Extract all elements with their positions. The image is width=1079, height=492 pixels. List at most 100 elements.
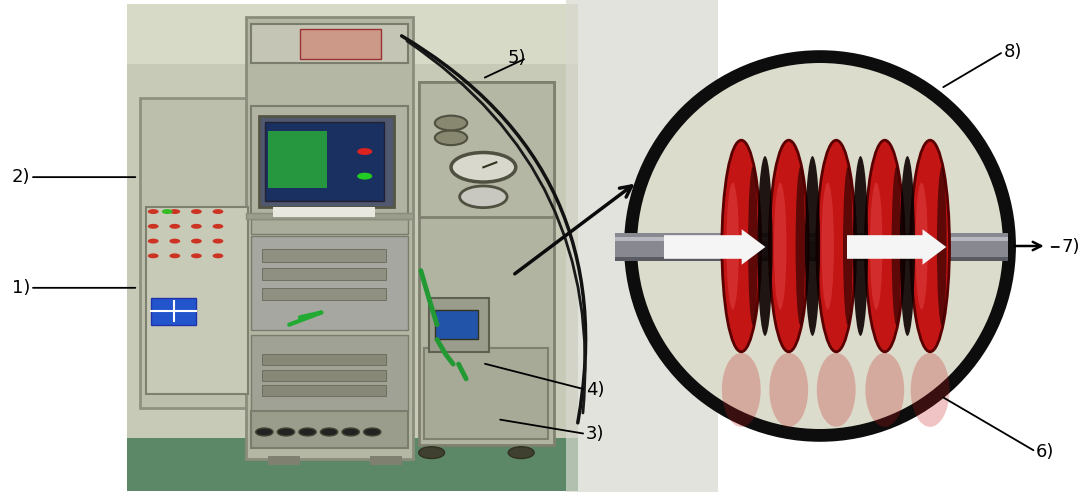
Bar	[127, 4, 578, 491]
Text: 7): 7)	[1062, 238, 1079, 256]
Ellipse shape	[805, 156, 820, 336]
Circle shape	[435, 116, 467, 130]
Circle shape	[419, 447, 445, 459]
Circle shape	[213, 224, 223, 229]
Bar	[615, 237, 1009, 241]
Text: 5): 5)	[508, 49, 527, 67]
Circle shape	[169, 209, 180, 214]
Bar	[251, 24, 408, 63]
Ellipse shape	[865, 353, 904, 427]
Ellipse shape	[891, 167, 901, 325]
Bar	[146, 207, 248, 394]
Bar	[262, 370, 386, 381]
Text: 8): 8)	[1003, 43, 1022, 61]
Circle shape	[364, 428, 381, 436]
Bar	[419, 82, 554, 445]
Ellipse shape	[722, 353, 761, 427]
Bar	[127, 438, 578, 491]
Bar	[265, 122, 384, 201]
Text: 1): 1)	[12, 279, 30, 297]
Circle shape	[342, 428, 359, 436]
Circle shape	[169, 253, 180, 258]
Bar	[273, 207, 375, 217]
Ellipse shape	[722, 140, 761, 352]
Circle shape	[357, 148, 372, 155]
Circle shape	[191, 253, 202, 258]
Ellipse shape	[757, 156, 773, 336]
Circle shape	[277, 428, 295, 436]
Circle shape	[435, 130, 467, 145]
Ellipse shape	[817, 140, 856, 352]
Bar	[429, 298, 489, 352]
Bar	[251, 335, 408, 411]
Ellipse shape	[870, 183, 883, 309]
Ellipse shape	[843, 167, 852, 325]
Circle shape	[148, 224, 159, 229]
Bar	[615, 233, 1009, 261]
FancyArrow shape	[664, 229, 765, 265]
Circle shape	[451, 153, 516, 182]
Bar	[151, 298, 196, 325]
Bar	[262, 354, 386, 365]
Circle shape	[213, 253, 223, 258]
Bar	[268, 131, 327, 188]
Bar	[370, 456, 402, 465]
Circle shape	[299, 428, 316, 436]
Circle shape	[191, 239, 202, 244]
Text: 4): 4)	[586, 381, 604, 399]
Ellipse shape	[624, 50, 1016, 442]
Ellipse shape	[865, 140, 904, 352]
Circle shape	[320, 428, 338, 436]
Bar	[424, 348, 548, 439]
Circle shape	[191, 224, 202, 229]
Ellipse shape	[769, 140, 808, 352]
Bar	[615, 257, 1009, 261]
Circle shape	[191, 209, 202, 214]
FancyArrow shape	[847, 229, 946, 265]
Ellipse shape	[911, 353, 950, 427]
Ellipse shape	[821, 183, 834, 309]
Circle shape	[357, 173, 372, 180]
Circle shape	[162, 209, 173, 214]
Bar	[566, 0, 718, 492]
Ellipse shape	[795, 167, 805, 325]
Circle shape	[169, 239, 180, 244]
Ellipse shape	[911, 140, 950, 352]
Circle shape	[148, 253, 159, 258]
Ellipse shape	[748, 167, 757, 325]
Text: 6): 6)	[1036, 443, 1054, 461]
Ellipse shape	[852, 156, 868, 336]
Ellipse shape	[817, 353, 856, 427]
Bar	[251, 411, 408, 448]
Bar	[246, 17, 413, 459]
Bar	[127, 4, 578, 64]
Bar	[300, 29, 381, 59]
Bar	[262, 249, 386, 262]
Ellipse shape	[900, 156, 915, 336]
Bar	[262, 385, 386, 396]
Circle shape	[213, 209, 223, 214]
Text: 2): 2)	[12, 168, 30, 186]
Ellipse shape	[637, 63, 1003, 429]
Bar	[251, 236, 408, 330]
Circle shape	[148, 209, 159, 214]
Bar	[246, 213, 413, 219]
Bar	[140, 98, 259, 408]
Ellipse shape	[937, 167, 946, 325]
Circle shape	[169, 224, 180, 229]
Bar	[262, 288, 386, 300]
Bar	[419, 82, 554, 217]
Bar	[251, 219, 408, 234]
Text: 3): 3)	[586, 425, 604, 443]
Ellipse shape	[774, 183, 787, 309]
Circle shape	[256, 428, 273, 436]
Circle shape	[460, 186, 507, 208]
Circle shape	[213, 239, 223, 244]
Bar	[259, 116, 394, 207]
Ellipse shape	[915, 183, 928, 309]
Bar	[435, 310, 478, 339]
Bar	[268, 456, 300, 465]
Bar	[251, 106, 408, 214]
Circle shape	[508, 447, 534, 459]
Circle shape	[148, 239, 159, 244]
